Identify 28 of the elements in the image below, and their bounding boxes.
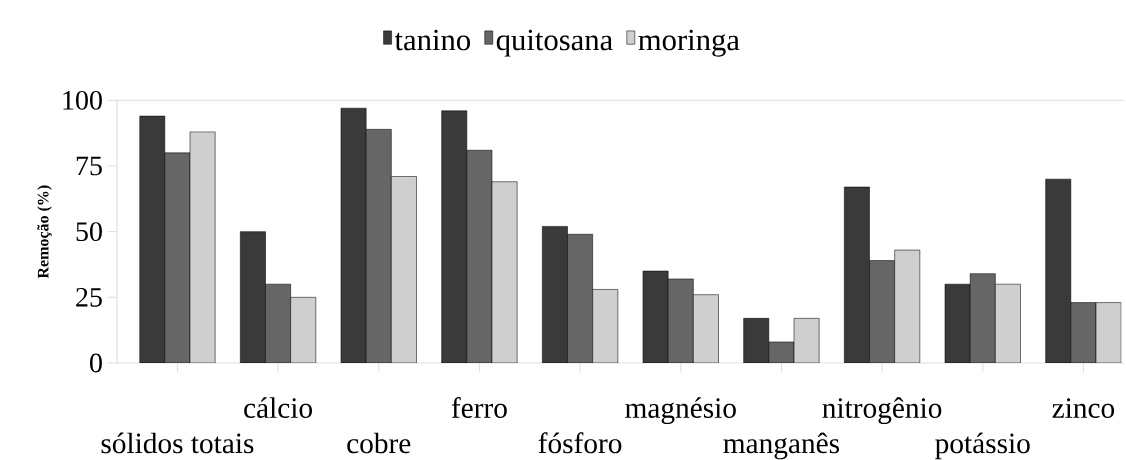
- bar: [164, 152, 191, 363]
- bar: [1070, 302, 1097, 363]
- y-tick-label: 25: [76, 287, 102, 307]
- bar: [265, 283, 291, 363]
- x-tick-label: magnésio: [625, 397, 736, 425]
- bar: [466, 149, 493, 363]
- x-tick-label: potássio: [935, 432, 1030, 460]
- legend-label: tanino: [394, 29, 471, 51]
- x-tick-label: fósforo: [538, 432, 622, 454]
- bar: [869, 260, 895, 363]
- x-tick-label: nitrogênio: [822, 397, 942, 425]
- y-tick-label: 0: [90, 353, 102, 373]
- x-tick-label: cálcio: [244, 397, 312, 418]
- legend-label: moringa: [638, 29, 740, 57]
- x-tick-label: zinco: [1052, 398, 1115, 418]
- x-tick-label: sólidos totais: [101, 432, 254, 454]
- x-tick-label: ferro: [451, 397, 507, 418]
- y-tick-label: 75: [76, 156, 102, 176]
- y-axis-title: Remoção (%): [37, 185, 52, 279]
- bar: [567, 234, 593, 363]
- bar: [667, 278, 694, 363]
- bar: [365, 128, 392, 363]
- y-tick-label: 100: [63, 90, 102, 110]
- bar: [969, 273, 996, 363]
- legend-label: quitosana: [496, 29, 613, 57]
- x-tick-label: cobre: [347, 432, 411, 454]
- x-tick-label: manganês: [723, 432, 840, 460]
- y-tick-label: 50: [76, 222, 102, 242]
